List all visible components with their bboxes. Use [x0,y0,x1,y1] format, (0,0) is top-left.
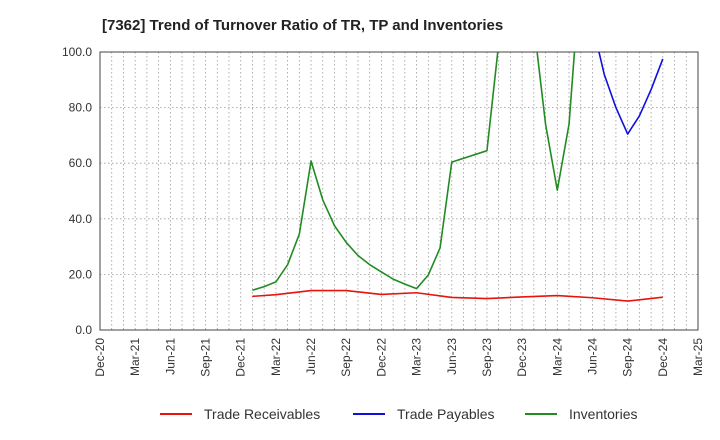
x-tick-label: Mar-22 [269,338,283,376]
x-tick-label: Jun-22 [304,338,318,375]
x-tick-label: Dec-22 [374,338,388,377]
x-tick-label: Dec-21 [234,338,248,377]
x-tick-label: Dec-24 [656,338,670,377]
x-tick-label: Jun-23 [445,338,459,375]
x-tick-label: Mar-21 [128,338,142,376]
x-tick-label: Mar-25 [691,338,705,376]
x-tick-label: Dec-23 [515,338,529,377]
x-tick-label: Mar-24 [550,338,564,376]
x-tick-label: Sep-22 [339,338,353,377]
plot-frame [99,51,699,331]
x-tick-label: Dec-20 [93,338,107,377]
y-tick-label: 20.0 [69,267,93,281]
x-tick-label: Mar-23 [410,338,424,376]
series-lines [252,52,664,302]
x-tick-label: Sep-21 [199,338,213,377]
x-tick-label: Sep-24 [621,338,635,377]
x-axis-ticks: Dec-20 Mar-21 Jun-21 Sep-21 Dec-21 Mar-22 Jun-… [93,338,705,377]
y-tick-label: 40.0 [69,212,93,226]
axes [99,51,699,331]
series-line-trade-receivables [252,289,663,302]
y-tick-label: 0.0 [75,323,92,337]
x-tick-label: Jun-24 [585,338,599,375]
legend-label-trade-payables: Trade Payables [397,406,495,422]
series-line-trade-payables [598,52,664,135]
legend-label-trade-receivables: Trade Receivables [204,406,320,422]
y-tick-label: 80.0 [69,101,93,115]
chart-title: [7362] Trend of Turnover Ratio of TR, TP… [102,17,503,34]
series-line-inventories [252,52,576,292]
x-tick-label: Sep-23 [480,338,494,377]
legend: Trade Receivables Trade Payables Inventori… [160,406,637,422]
x-tick-label: Jun-21 [163,338,177,375]
y-tick-label: 60.0 [69,156,93,170]
plot-area [100,52,698,330]
y-tick-label: 100.0 [62,45,92,59]
y-axis-ticks: 0.0 20.0 40.0 60.0 80.0 100.0 [62,45,92,337]
legend-label-inventories: Inventories [569,406,637,422]
